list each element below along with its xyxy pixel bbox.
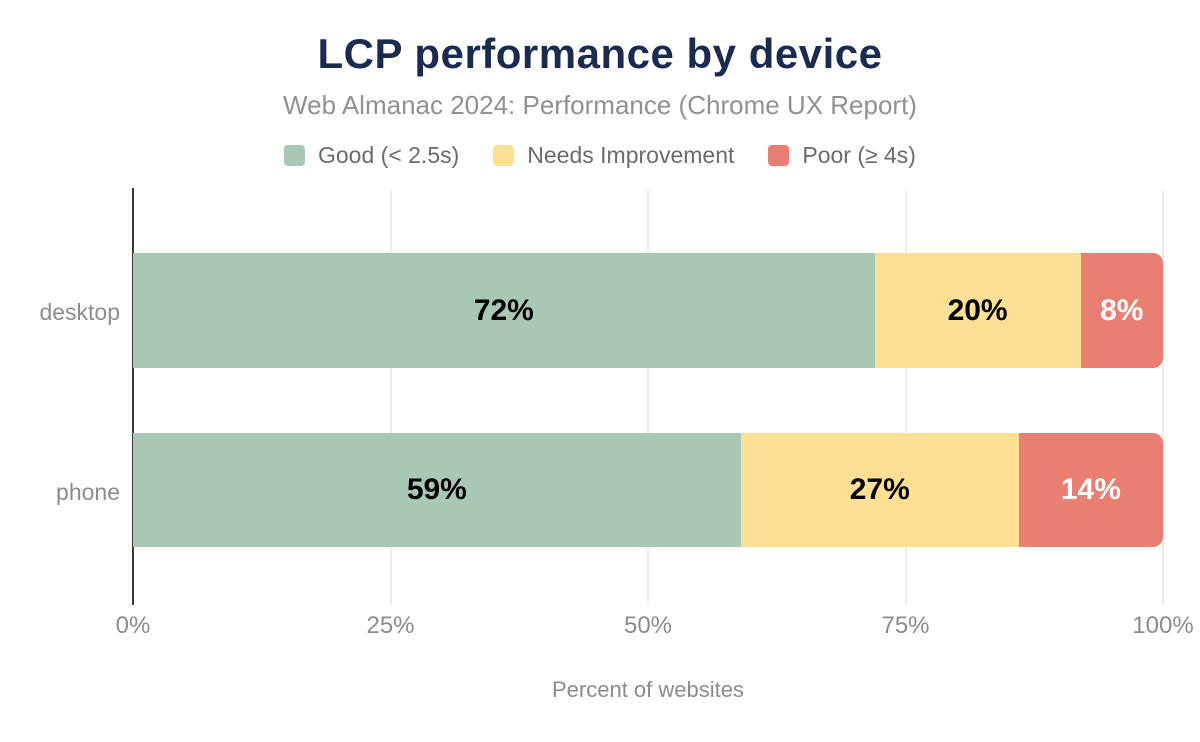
segment-phone-good: 59% (133, 433, 741, 547)
x-axis-title: Percent of websites (552, 677, 744, 702)
legend-swatch-good (284, 145, 305, 166)
gridline-100 (1162, 190, 1164, 605)
legend: Good (< 2.5s) Needs Improvement Poor (≥ … (0, 142, 1200, 169)
segment-phone-needs-improvement: 27% (740, 433, 1019, 547)
plot-area: 72% 20% 8% 59% 27% 14% (132, 188, 1164, 605)
legend-item-poor: Poor (≥ 4s) (768, 142, 916, 169)
legend-label-needs-improvement: Needs Improvement (527, 142, 735, 168)
legend-label-poor: Poor (≥ 4s) (802, 142, 916, 168)
bar-phone: 59% 27% 14% (133, 433, 1163, 547)
x-axis-ticks: 0% 25% 50% 75% 100% (116, 612, 1194, 644)
category-label-phone: phone (56, 479, 120, 505)
legend-item-good: Good (< 2.5s) (284, 142, 459, 169)
chart-subtitle: Web Almanac 2024: Performance (Chrome UX… (283, 90, 917, 120)
gridline-50 (647, 190, 649, 605)
segment-phone-poor: 14% (1018, 433, 1163, 547)
segment-desktop-good: 72% (133, 253, 875, 368)
y-axis-line (132, 188, 134, 605)
x-tick-25: 25% (366, 612, 415, 639)
value-label-desktop-poor: 8% (1100, 293, 1144, 327)
chart-title: LCP performance by device (317, 30, 883, 77)
bar-desktop: 72% 20% 8% (133, 253, 1163, 368)
value-label-phone-poor: 14% (1060, 473, 1121, 506)
legend-item-needs-improvement: Needs Improvement (493, 142, 734, 169)
x-tick-50: 50% (623, 612, 673, 639)
value-label-desktop-needs-improvement: 20% (947, 293, 1008, 327)
x-tick-0: 0% (115, 612, 151, 639)
x-tick-100: 100% (1132, 612, 1194, 639)
value-label-phone-good: 59% (406, 473, 467, 506)
segment-desktop-poor: 8% (1080, 253, 1163, 368)
segment-desktop-needs-improvement: 20% (874, 253, 1081, 368)
gridline-25 (389, 190, 392, 605)
x-tick-75: 75% (881, 612, 930, 639)
gridline-75 (904, 190, 907, 605)
category-label-desktop: desktop (39, 299, 120, 325)
legend-label-good: Good (< 2.5s) (318, 142, 460, 168)
value-label-phone-needs-improvement: 27% (849, 473, 910, 506)
legend-swatch-needs-improvement (493, 145, 515, 166)
legend-swatch-poor (768, 145, 790, 166)
value-label-desktop-good: 72% (473, 293, 534, 327)
